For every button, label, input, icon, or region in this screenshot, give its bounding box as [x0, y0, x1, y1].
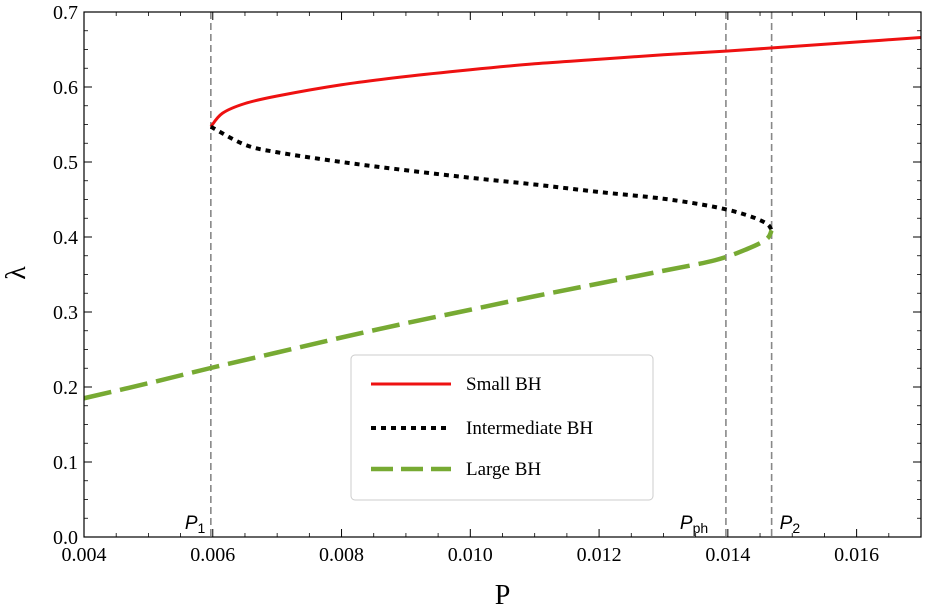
marker-label-2: P2: [780, 513, 801, 536]
legend-label-intermediate-bh: Intermediate BH: [466, 418, 593, 439]
y-tick-label: 0.7: [53, 2, 78, 24]
series-large-bh: [83, 229, 774, 401]
legend: Small BH Intermediate BH Large BH: [350, 354, 654, 501]
marker-label-0: P1: [185, 513, 206, 536]
marker-label-main: P: [780, 513, 793, 534]
series-small-bh: [209, 36, 922, 128]
y-tick-label: 0.5: [53, 152, 78, 174]
y-tick-label: 0.3: [53, 302, 78, 324]
marker-label-sub: 2: [792, 520, 800, 536]
marker-label-sub: 1: [198, 520, 206, 536]
y-tick-label: 0.4: [53, 227, 78, 249]
x-tick-label: 0.010: [448, 544, 493, 566]
y-axis-title: λ: [1, 266, 32, 280]
x-axis-title: P: [495, 580, 511, 611]
x-tick-label: 0.006: [190, 544, 235, 566]
series-intermediate-bh: [209, 124, 774, 232]
x-tick-label: 0.008: [319, 544, 364, 566]
y-tick-label: 0.0: [53, 527, 78, 549]
marker-label-main: P: [185, 513, 198, 534]
x-tick-label: 0.016: [834, 544, 879, 566]
x-tick-label: 0.014: [705, 544, 750, 566]
legend-label-small-bh: Small BH: [466, 374, 542, 395]
marker-label-sub: ph: [693, 520, 709, 536]
markers-layer: P1 Pph P2: [185, 12, 800, 537]
y-tick-label: 0.6: [53, 77, 78, 99]
marker-label-main: P: [680, 513, 693, 534]
series-layer: [83, 36, 922, 401]
y-tick-label: 0.2: [53, 377, 78, 399]
x-tick-label: 0.012: [577, 544, 622, 566]
x-tick-label: 0.004: [62, 544, 107, 566]
legend-label-large-bh: Large BH: [466, 459, 541, 480]
axes-layer: 0.004 0.006 0.008 0.010 0.012 0.014 0.016 0.0 0.…: [53, 2, 922, 566]
y-tick-label: 0.1: [53, 452, 78, 474]
legend-box: [350, 354, 654, 501]
marker-label-1: Pph: [680, 513, 708, 536]
